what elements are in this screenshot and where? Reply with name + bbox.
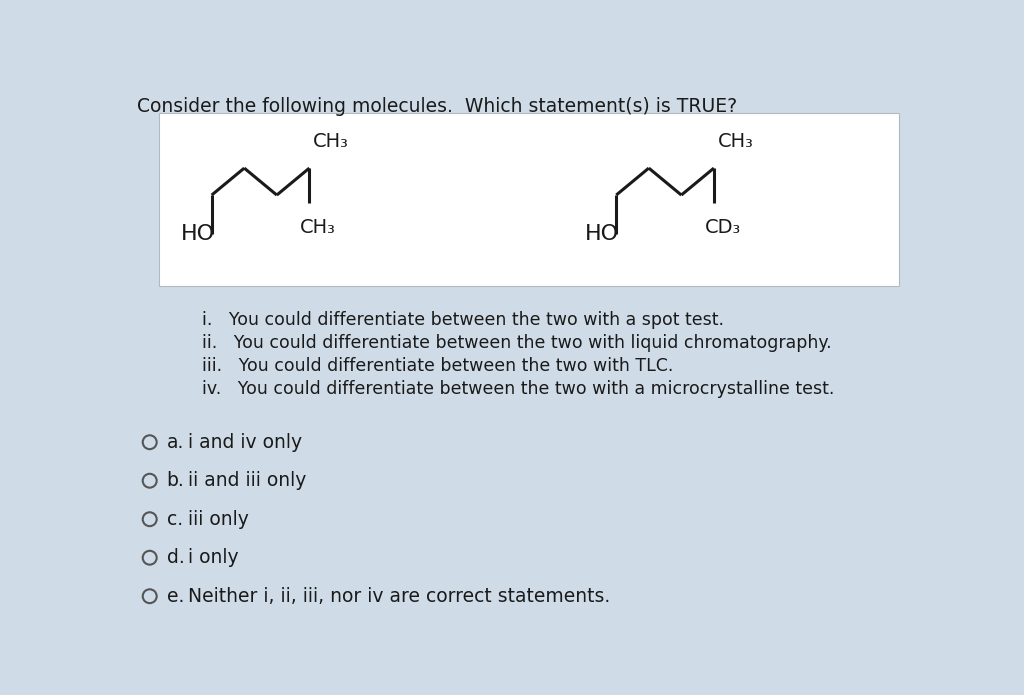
Text: HO: HO [180, 224, 215, 243]
Text: Neither i, ii, iii, nor iv are correct statements.: Neither i, ii, iii, nor iv are correct s… [188, 587, 610, 606]
Text: iii.   You could differentiate between the two with TLC.: iii. You could differentiate between the… [202, 357, 673, 375]
Text: CH₃: CH₃ [313, 131, 349, 151]
Text: a.: a. [167, 433, 184, 452]
Text: CH₃: CH₃ [300, 218, 336, 237]
Text: Consider the following molecules.  Which statement(s) is TRUE?: Consider the following molecules. Which … [137, 97, 737, 116]
Text: c.: c. [167, 509, 183, 529]
Text: iv.   You could differentiate between the two with a microcrystalline test.: iv. You could differentiate between the … [202, 380, 834, 398]
FancyBboxPatch shape [159, 113, 899, 286]
Text: CD₃: CD₃ [705, 218, 740, 237]
Text: ii.   You could differentiate between the two with liquid chromatography.: ii. You could differentiate between the … [202, 334, 831, 352]
Text: i and iv only: i and iv only [188, 433, 302, 452]
Text: CH₃: CH₃ [718, 131, 754, 151]
Text: b.: b. [167, 471, 184, 490]
Text: e.: e. [167, 587, 184, 606]
Text: d.: d. [167, 548, 184, 567]
Text: i only: i only [188, 548, 239, 567]
Text: ii and iii only: ii and iii only [188, 471, 307, 490]
Text: i.   You could differentiate between the two with a spot test.: i. You could differentiate between the t… [202, 311, 724, 329]
Text: HO: HO [586, 224, 620, 243]
Text: iii only: iii only [188, 509, 249, 529]
